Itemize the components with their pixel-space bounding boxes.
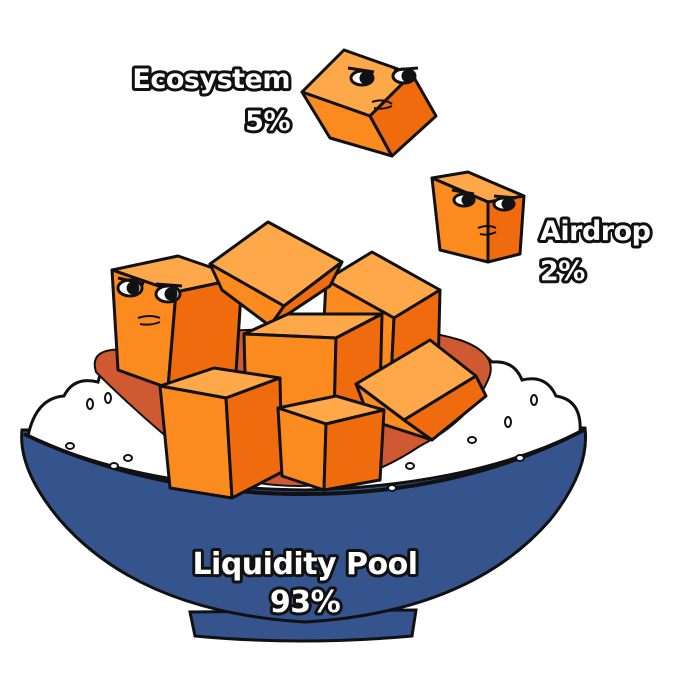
liquidity-pool-percent: 93% bbox=[270, 585, 341, 620]
bowl-foot bbox=[188, 608, 418, 643]
ecosystem-cube bbox=[300, 48, 438, 158]
airdrop-label: Airdrop bbox=[540, 216, 651, 247]
airdrop-cube bbox=[430, 170, 526, 264]
cube-right bbox=[354, 338, 488, 442]
liquidity-pool-label: Liquidity Pool bbox=[192, 547, 417, 582]
cube-pile bbox=[110, 220, 488, 500]
cube-top bbox=[208, 220, 344, 328]
rice-grains bbox=[65, 392, 538, 492]
ecosystem-label: Ecosystem bbox=[132, 64, 290, 95]
cube-front-left bbox=[158, 366, 284, 500]
airdrop-percent: 2% bbox=[540, 256, 585, 287]
cube-front-small bbox=[276, 394, 386, 492]
cube-left-face bbox=[110, 254, 244, 390]
bowl-rim bbox=[23, 428, 585, 497]
ecosystem-percent: 5% bbox=[245, 106, 290, 137]
